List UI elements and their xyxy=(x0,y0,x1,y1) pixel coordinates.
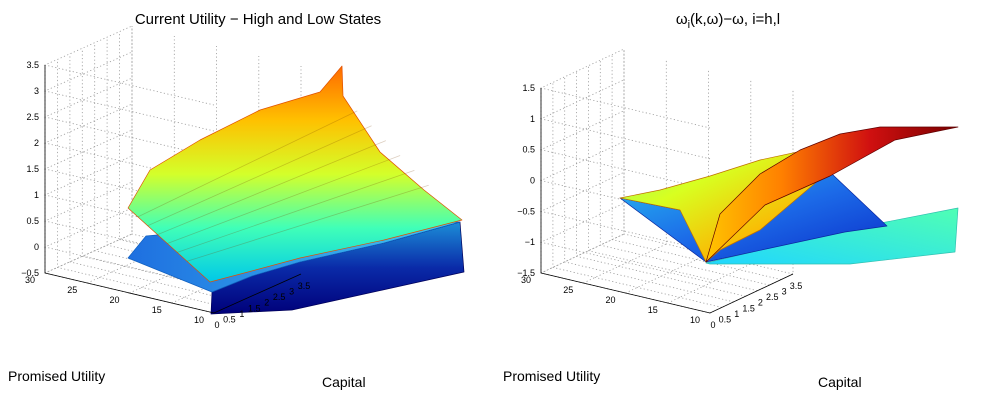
right-surface-4 xyxy=(705,126,959,263)
left-chart-x-tick: 0 xyxy=(214,320,219,330)
left-chart-ylabel: Promised Utility xyxy=(8,368,105,384)
left-chart-surfaces xyxy=(127,65,465,315)
left-chart-y-tick: 15 xyxy=(152,305,162,315)
left-chart-z-tick: 3.5 xyxy=(26,60,39,70)
right-chart-x-tick: 1 xyxy=(734,309,739,319)
left-chart-x-tick: 1 xyxy=(239,309,244,319)
left-chart-z-tick: 2 xyxy=(34,138,39,148)
right-chart-x-tick: 1.5 xyxy=(742,303,755,313)
right-chart-x-tick: 2.5 xyxy=(766,292,779,302)
left-chart-z-tick: 2.5 xyxy=(26,112,39,122)
right-chart-xlabel: Capital xyxy=(818,374,862,390)
right-chart-z-tick: 0 xyxy=(530,176,535,186)
left-surface-mesh-line xyxy=(147,125,372,227)
left-chart-z-tick: −0.5 xyxy=(21,268,39,278)
left-chart-y-tick: 10 xyxy=(194,315,204,325)
left-chart-ticks: 00.511.522.533.51015202530−0.500.511.522… xyxy=(21,60,310,330)
right-chart-ticks: 00.511.522.533.51015202530−1.5−1−0.500.5… xyxy=(517,83,802,330)
left-chart-x-tick: 3 xyxy=(289,287,294,297)
right-chart-ylabel: Promised Utility xyxy=(503,368,600,384)
right-chart-y-tick: 20 xyxy=(605,295,615,305)
right-chart-z-tick: 0.5 xyxy=(522,145,535,155)
left-chart-z-tick: 3 xyxy=(34,86,39,96)
right-chart-x-tick: 0 xyxy=(710,320,715,330)
right-chart-z-tick: 1.5 xyxy=(522,83,535,93)
left-surface-mesh-line xyxy=(137,110,358,218)
left-surface-mesh-line xyxy=(177,170,415,253)
right-chart-y-tick: 30 xyxy=(521,275,531,285)
left-chart-z-tick: 1.5 xyxy=(26,164,39,174)
left-chart-x-tick: 2 xyxy=(264,298,269,308)
left-chart-z-tick: 0.5 xyxy=(26,216,39,226)
right-chart-y-tick: 25 xyxy=(563,285,573,295)
left-chart-x-tick: 2.5 xyxy=(273,292,286,302)
right-chart-title-omega: ω xyxy=(676,11,688,28)
right-chart-z-tick: −1 xyxy=(525,237,535,247)
right-chart-x-tick: 3.5 xyxy=(790,281,803,291)
left-surface-mesh-line xyxy=(167,155,401,244)
right-chart-x-tick: 3 xyxy=(782,287,787,297)
left-chart-z-tick: 0 xyxy=(34,242,39,252)
right-chart-title-rest: (k,ω)−ω, i=h,l xyxy=(690,11,780,28)
right-chart-panel: 00.511.522.533.51015202530−1.5−1−0.500.5… xyxy=(503,11,959,390)
left-chart-floor-axes xyxy=(44,272,302,314)
left-chart-y-tick: 20 xyxy=(109,295,119,305)
right-chart-title-subscript: i xyxy=(688,19,690,31)
left-chart-y-tick: 25 xyxy=(67,285,77,295)
left-chart-y-tick: 30 xyxy=(25,275,35,285)
right-chart-z-tick: −1.5 xyxy=(517,268,535,278)
right-chart-z-tick: −0.5 xyxy=(517,206,535,216)
left-surface-mesh-line xyxy=(157,140,386,236)
left-chart-title: Current Utility − High and Low States xyxy=(135,11,381,28)
right-chart-x-tick: 2 xyxy=(758,298,763,308)
right-chart-z-tick: 1 xyxy=(530,114,535,124)
right-chart-title: ωi(k,ω)−ω, i=h,l xyxy=(676,11,780,31)
right-chart-floor-axes xyxy=(540,272,794,314)
left-chart-z-tick: 1 xyxy=(34,190,39,200)
right-chart-y-tick: 10 xyxy=(690,315,700,325)
right-chart-surfaces xyxy=(619,126,959,265)
left-chart-x-tick: 1.5 xyxy=(248,303,261,313)
left-chart-panel: 00.511.522.533.51015202530−0.500.511.522… xyxy=(8,11,465,390)
left-chart-x-tick: 3.5 xyxy=(298,281,311,291)
left-surface-mesh-line xyxy=(186,184,429,262)
right-chart-y-tick: 15 xyxy=(648,305,658,315)
left-chart-x-tick: 0.5 xyxy=(223,314,236,324)
right-chart-x-tick: 0.5 xyxy=(719,314,732,324)
left-chart-xlabel: Capital xyxy=(322,374,366,390)
left-surface-3 xyxy=(127,65,463,283)
